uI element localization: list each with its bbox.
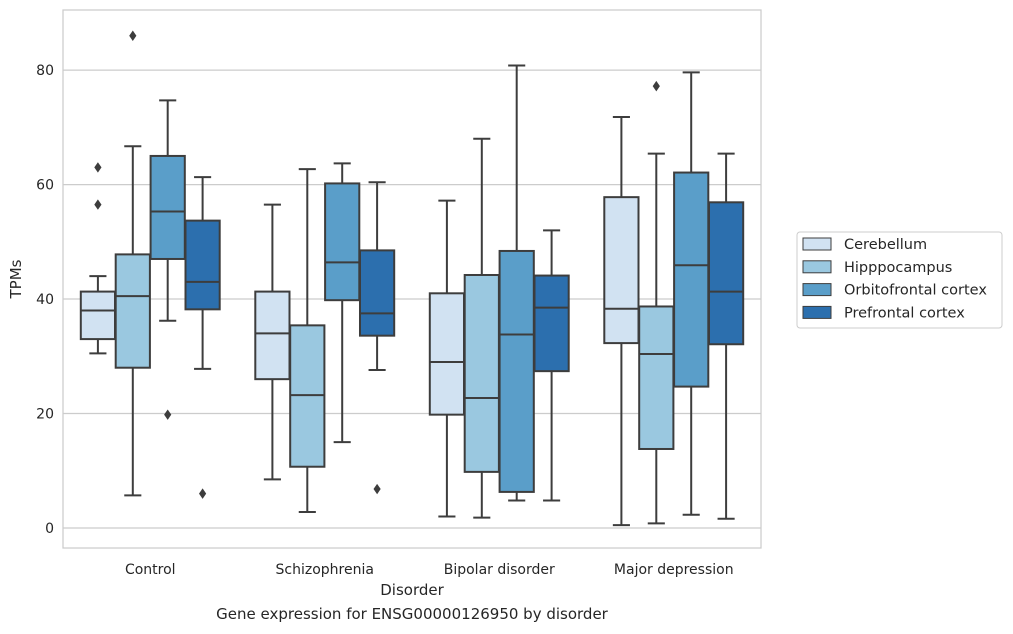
box: [184, 219, 221, 311]
legend-label: Prefrontal cortex: [844, 305, 965, 321]
box: [79, 290, 117, 341]
box: [707, 201, 745, 346]
box: [114, 253, 151, 369]
box-plot: 0 20 40 60 80 Control Schizophrenia Bipolar di…: [7, 9, 1003, 599]
box: [463, 273, 500, 473]
chart-caption: Gene expression for ENSG00000126950 by d…: [216, 605, 608, 623]
box-group: [358, 181, 396, 495]
box: [358, 249, 396, 337]
y-tick-label: 0: [45, 521, 54, 537]
box-group: [184, 176, 221, 499]
y-axis-label: TPMs: [7, 259, 25, 299]
y-tick-label: 20: [36, 407, 54, 423]
x-axis-label: Disorder: [380, 581, 444, 599]
box-group: [498, 64, 535, 502]
box-group: [324, 162, 361, 444]
outlier-marker: [652, 80, 660, 92]
box-group: [463, 137, 500, 519]
chart: 0 20 40 60 80 Control Schizophrenia Bipolar di…: [7, 9, 1003, 623]
box: [603, 196, 640, 345]
box: [673, 171, 710, 388]
legend-label: Cerebellum: [844, 237, 927, 253]
y-tick-label: 40: [36, 292, 54, 308]
box: [533, 274, 570, 373]
x-tick-label: Bipolar disorder: [444, 562, 555, 578]
box: [638, 305, 675, 450]
plot-frame: [62, 9, 762, 549]
box: [149, 154, 186, 260]
box-group: [638, 80, 675, 525]
x-tick-labels: Control Schizophrenia Bipolar disorder Majo…: [125, 562, 734, 578]
legend: Cerebellum Hipppocampus Orbitofrontal cort…: [796, 231, 1003, 329]
y-tick-label: 80: [36, 63, 54, 79]
y-tick-labels: 0 20 40 60 80: [36, 63, 54, 537]
y-tick-label: 60: [36, 178, 54, 194]
legend-frame: [796, 231, 1003, 329]
box-group: [603, 116, 640, 527]
boxes: [79, 30, 745, 527]
box-group: [149, 99, 186, 420]
box: [254, 290, 291, 381]
box-group: [254, 203, 291, 481]
legend-swatch: [802, 237, 832, 251]
box-group: [289, 168, 326, 513]
box-group: [79, 162, 117, 355]
box-group: [114, 30, 151, 497]
box-group: [673, 71, 710, 516]
x-tick-label: Schizophrenia: [276, 562, 374, 578]
outlier-marker: [164, 409, 172, 420]
legend-label: Hipppocampus: [844, 260, 952, 276]
legend-label: Orbitofrontal cortex: [844, 283, 987, 299]
outlier-marker: [199, 488, 207, 499]
box: [428, 292, 466, 416]
box-group: [533, 229, 570, 502]
legend-swatch: [802, 260, 832, 274]
box: [498, 249, 535, 493]
outlier-marker: [129, 30, 137, 41]
legend-swatch: [802, 305, 832, 319]
outlier-marker: [94, 162, 102, 173]
box-group: [428, 199, 466, 518]
box-group: [707, 152, 745, 520]
box: [324, 182, 361, 302]
legend-swatch: [802, 283, 832, 297]
x-tick-label: Control: [125, 562, 176, 578]
outlier-marker: [373, 483, 381, 495]
outlier-marker: [94, 199, 102, 210]
x-tick-label: Major depression: [614, 562, 734, 578]
